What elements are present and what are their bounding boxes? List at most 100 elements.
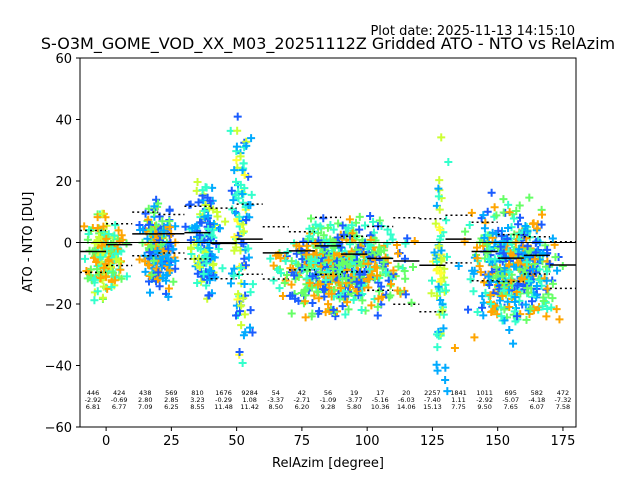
data-point xyxy=(393,286,402,295)
data-point xyxy=(185,200,194,209)
data-point xyxy=(164,292,173,301)
bin-mean-label: -6.03 xyxy=(398,396,415,404)
data-point xyxy=(311,220,320,229)
data-point xyxy=(115,257,124,266)
data-point xyxy=(202,259,211,268)
bin-count-label: 810 xyxy=(191,389,203,397)
data-point xyxy=(507,291,516,300)
data-point xyxy=(145,261,154,270)
data-point xyxy=(341,310,350,319)
bin-mean-label: 3.23 xyxy=(190,396,204,404)
data-point xyxy=(247,134,256,143)
data-point xyxy=(228,205,237,214)
data-point xyxy=(229,196,238,205)
data-point xyxy=(436,295,445,304)
data-point xyxy=(483,248,492,257)
data-point xyxy=(171,264,180,273)
data-point xyxy=(269,276,278,285)
data-point xyxy=(487,308,496,317)
bin-mean-label: -3.37 xyxy=(267,396,284,404)
data-point xyxy=(352,218,361,227)
data-point xyxy=(158,217,167,226)
data-point xyxy=(438,306,447,315)
data-point xyxy=(511,317,520,326)
data-point xyxy=(440,264,449,273)
data-point xyxy=(324,300,333,309)
data-point xyxy=(283,247,292,256)
data-point xyxy=(307,255,316,264)
data-point xyxy=(430,248,439,257)
data-point xyxy=(524,277,533,286)
data-point xyxy=(276,269,285,278)
bin-std-label: 7.65 xyxy=(503,403,517,411)
data-point xyxy=(394,262,403,271)
data-point xyxy=(166,239,175,248)
data-point xyxy=(499,286,508,295)
data-point xyxy=(543,304,552,313)
data-point xyxy=(354,291,363,300)
data-point xyxy=(496,242,505,251)
data-point xyxy=(500,305,509,314)
data-point xyxy=(194,198,203,207)
x-tick-label: 100 xyxy=(355,434,380,449)
data-point xyxy=(466,275,475,284)
data-point xyxy=(248,328,257,337)
data-point xyxy=(439,324,448,333)
data-point xyxy=(237,239,246,248)
data-point xyxy=(333,233,342,242)
data-point xyxy=(181,222,190,231)
data-point xyxy=(521,300,530,309)
data-point xyxy=(141,209,150,218)
bin-mean-label: -2.92 xyxy=(85,396,102,404)
data-point xyxy=(439,310,448,319)
data-point xyxy=(522,315,531,324)
data-point xyxy=(469,287,478,296)
data-point xyxy=(513,312,522,321)
data-point xyxy=(213,212,222,221)
data-point xyxy=(542,267,551,276)
data-point xyxy=(305,232,314,241)
data-point xyxy=(193,279,202,288)
data-point xyxy=(548,294,557,303)
data-point xyxy=(364,259,373,268)
data-point xyxy=(435,241,444,250)
data-point xyxy=(510,262,519,271)
bin-count-label: 20 xyxy=(402,389,410,397)
data-point xyxy=(240,279,249,288)
data-point xyxy=(437,133,446,142)
data-point xyxy=(230,166,239,175)
bin-mean-label: -4.18 xyxy=(528,396,545,404)
data-point xyxy=(336,290,345,299)
data-point xyxy=(480,224,489,233)
axes: 0 25 50 75 100 125 150 175 −60 −40 −20 0 20 40 60 xyxy=(45,52,576,449)
data-point xyxy=(408,262,417,271)
data-point xyxy=(499,249,508,258)
data-point xyxy=(497,232,506,241)
data-point xyxy=(188,224,197,233)
data-point xyxy=(379,258,388,267)
data-point xyxy=(99,282,108,291)
data-point xyxy=(352,277,361,286)
data-point xyxy=(355,257,364,266)
data-point xyxy=(294,272,303,281)
bin-count-label: 54 xyxy=(272,389,280,397)
data-point xyxy=(116,265,125,274)
data-point xyxy=(197,218,206,227)
data-point xyxy=(192,221,201,230)
data-point xyxy=(147,241,156,250)
data-point xyxy=(207,267,216,276)
data-point xyxy=(479,211,488,220)
data-point xyxy=(514,220,523,229)
data-point xyxy=(393,249,402,258)
data-point xyxy=(165,260,174,269)
data-point xyxy=(383,239,392,248)
bin-mean-label: 2.85 xyxy=(164,396,178,404)
data-point xyxy=(329,225,338,234)
bin-std-label: 7.75 xyxy=(451,403,465,411)
bin-statistics xyxy=(80,203,576,313)
bin-count-label: 569 xyxy=(165,389,177,397)
data-point xyxy=(196,245,205,254)
bin-std-label: 5.80 xyxy=(347,403,361,411)
data-point xyxy=(145,248,154,257)
data-point xyxy=(341,292,350,301)
